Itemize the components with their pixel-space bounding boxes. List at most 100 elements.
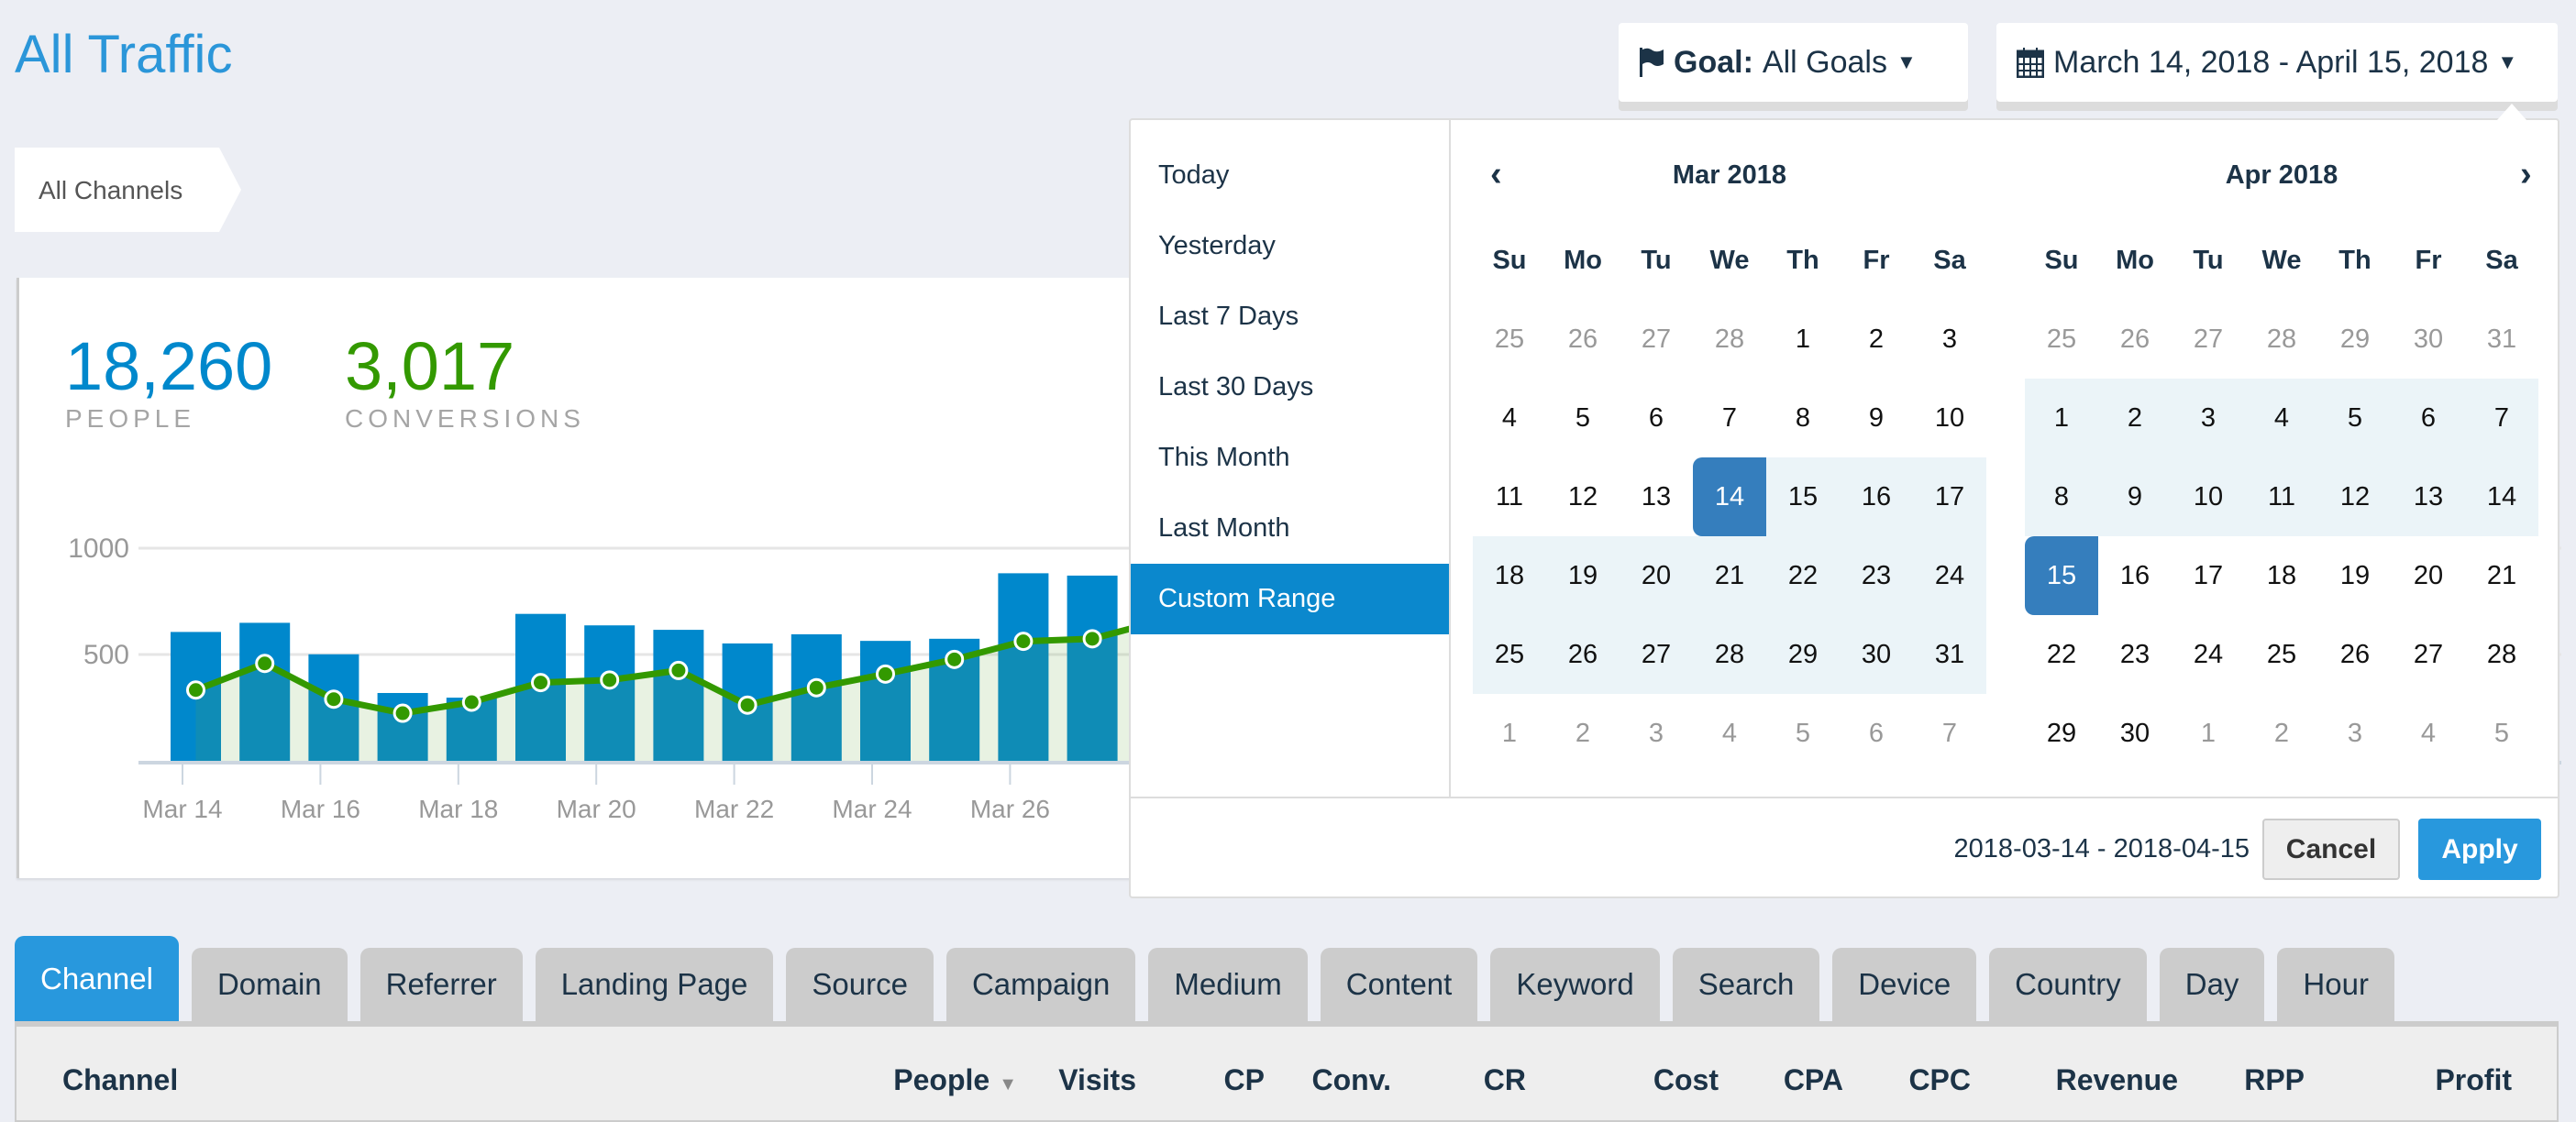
range-last-7-days[interactable]: Last 7 Days [1158,302,1299,331]
day-cell[interactable]: 8 [2025,457,2098,536]
day-cell[interactable]: 15 [2025,536,2098,615]
day-cell[interactable]: 3 [2347,718,2363,748]
tab-landing-page[interactable]: Landing Page [535,948,774,1021]
day-cell[interactable]: 13 [2392,457,2465,536]
range-last-month[interactable]: Last Month [1158,513,1290,543]
day-cell[interactable]: 30 [1840,615,1913,694]
range-last-30-days[interactable]: Last 30 Days [1158,372,1314,402]
tab-medium[interactable]: Medium [1148,948,1308,1021]
next-month-icon[interactable]: › [2520,155,2532,193]
day-cell[interactable]: 14 [1693,457,1766,536]
column-header-revenue[interactable]: Revenue [2056,1063,2178,1097]
column-header-rpp[interactable]: RPP [2244,1063,2305,1097]
day-cell[interactable]: 17 [1913,457,1986,536]
day-cell[interactable]: 20 [2413,560,2444,590]
day-cell[interactable]: 27 [2413,639,2444,669]
day-cell[interactable]: 18 [1473,536,1546,615]
day-cell[interactable]: 27 [2193,324,2224,354]
tab-channel[interactable]: Channel [15,936,179,1021]
day-cell[interactable]: 1 [2200,718,2217,748]
day-cell[interactable]: 20 [1620,536,1693,615]
day-cell[interactable]: 26 [2119,324,2150,354]
day-cell[interactable]: 3 [1648,718,1664,748]
day-cell[interactable]: 15 [1766,457,1840,536]
day-cell[interactable]: 18 [2266,560,2297,590]
tab-referrer[interactable]: Referrer [359,948,523,1021]
day-cell[interactable]: 25 [2266,639,2297,669]
day-cell[interactable]: 6 [1648,402,1664,433]
day-cell[interactable]: 28 [2486,639,2517,669]
column-header-visits[interactable]: Visits [1058,1063,1136,1097]
column-header-cpc[interactable]: CPC [1908,1063,1971,1097]
column-header-channel[interactable]: Channel [62,1063,178,1097]
tab-source[interactable]: Source [786,948,934,1021]
day-cell[interactable]: 26 [1567,324,1598,354]
apply-button[interactable]: Apply [2418,819,2541,880]
tab-device[interactable]: Device [1832,948,1977,1021]
day-cell[interactable]: 21 [1693,536,1766,615]
day-cell[interactable]: 1 [2025,379,2098,457]
tab-search[interactable]: Search [1672,948,1820,1021]
day-cell[interactable]: 7 [1721,402,1738,433]
range-this-month[interactable]: This Month [1158,443,1290,472]
day-cell[interactable]: 1 [1795,324,1811,354]
day-cell[interactable]: 24 [2193,639,2224,669]
day-cell[interactable]: 22 [2046,639,2077,669]
day-cell[interactable]: 6 [1868,718,1885,748]
tab-domain[interactable]: Domain [191,948,348,1021]
cancel-button[interactable]: Cancel [2262,819,2400,880]
day-cell[interactable]: 30 [2119,718,2150,748]
day-cell[interactable]: 29 [2339,324,2371,354]
column-header-people[interactable]: People ▼ [893,1063,1017,1097]
breadcrumb-all-channels[interactable]: All Channels [15,148,241,232]
day-cell[interactable]: 2 [2273,718,2290,748]
day-cell[interactable]: 4 [2420,718,2437,748]
tab-content[interactable]: Content [1320,948,1478,1021]
day-cell[interactable]: 23 [1840,536,1913,615]
day-cell[interactable]: 4 [1501,402,1518,433]
day-cell[interactable]: 9 [1868,402,1885,433]
day-cell[interactable]: 23 [2119,639,2150,669]
day-cell[interactable]: 5 [2318,379,2392,457]
day-cell[interactable]: 25 [1473,615,1546,694]
day-cell[interactable]: 11 [2245,457,2318,536]
day-cell[interactable]: 19 [1546,536,1620,615]
day-cell[interactable]: 3 [2172,379,2245,457]
day-cell[interactable]: 28 [1693,615,1766,694]
column-header-cp[interactable]: CP [1224,1063,1265,1097]
day-cell[interactable]: 2 [2098,379,2172,457]
day-cell[interactable]: 11 [1495,481,1524,512]
day-cell[interactable]: 28 [2266,324,2297,354]
day-cell[interactable]: 19 [2339,560,2371,590]
day-cell[interactable]: 13 [1641,481,1672,512]
column-header-profit[interactable]: Profit [2435,1063,2512,1097]
column-header-cost[interactable]: Cost [1653,1063,1719,1097]
day-cell[interactable]: 9 [2098,457,2172,536]
day-cell[interactable]: 26 [1546,615,1620,694]
day-cell[interactable]: 26 [2339,639,2371,669]
day-cell[interactable]: 7 [1941,718,1958,748]
day-cell[interactable]: 5 [1795,718,1811,748]
day-cell[interactable]: 5 [1575,402,1591,433]
tab-day[interactable]: Day [2159,948,2265,1021]
day-cell[interactable]: 10 [2172,457,2245,536]
day-cell[interactable]: 27 [1620,615,1693,694]
day-cell[interactable]: 31 [1913,615,1986,694]
day-cell[interactable]: 17 [2193,560,2224,590]
goal-dropdown[interactable]: Goal: All Goals ▼ [1619,23,1968,102]
day-cell[interactable]: 12 [1567,481,1598,512]
column-header-cr[interactable]: CR [1484,1063,1526,1097]
day-cell[interactable]: 31 [2486,324,2517,354]
day-cell[interactable]: 24 [1913,536,1986,615]
day-cell[interactable]: 28 [1714,324,1745,354]
day-cell[interactable]: 7 [2465,379,2538,457]
day-cell[interactable]: 8 [1795,402,1811,433]
day-cell[interactable]: 6 [2392,379,2465,457]
day-cell[interactable]: 2 [1868,324,1885,354]
day-cell[interactable]: 14 [2465,457,2538,536]
prev-month-icon[interactable]: ‹ [1490,155,1502,193]
day-cell[interactable]: 12 [2318,457,2392,536]
range-yesterday[interactable]: Yesterday [1158,231,1276,260]
day-cell[interactable]: 29 [1766,615,1840,694]
day-cell[interactable]: 10 [1934,402,1965,433]
